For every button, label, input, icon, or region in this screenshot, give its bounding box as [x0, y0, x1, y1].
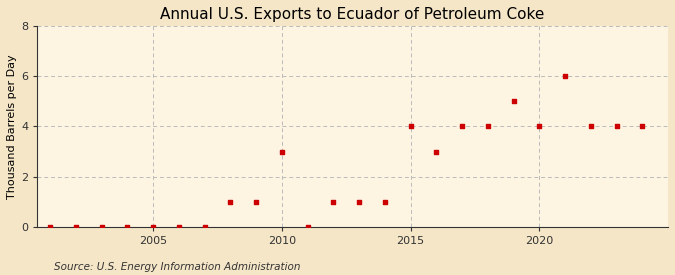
Point: [225, 200, 236, 204]
Point: [611, 124, 622, 129]
Point: [45, 225, 55, 229]
Point: [560, 74, 570, 78]
Point: [173, 225, 184, 229]
Point: [70, 225, 81, 229]
Point: [483, 124, 493, 129]
Point: [637, 124, 648, 129]
Point: [250, 200, 261, 204]
Point: [302, 225, 313, 229]
Point: [457, 124, 468, 129]
Point: [97, 225, 107, 229]
Title: Annual U.S. Exports to Ecuador of Petroleum Coke: Annual U.S. Exports to Ecuador of Petrol…: [161, 7, 545, 22]
Point: [277, 149, 288, 154]
Point: [122, 225, 133, 229]
Point: [585, 124, 596, 129]
Point: [199, 225, 210, 229]
Point: [508, 99, 519, 103]
Y-axis label: Thousand Barrels per Day: Thousand Barrels per Day: [7, 54, 17, 199]
Point: [431, 149, 441, 154]
Point: [328, 200, 339, 204]
Point: [354, 200, 364, 204]
Point: [534, 124, 545, 129]
Point: [405, 124, 416, 129]
Text: Source: U.S. Energy Information Administration: Source: U.S. Energy Information Administ…: [54, 262, 300, 272]
Point: [148, 225, 159, 229]
Point: [379, 200, 390, 204]
